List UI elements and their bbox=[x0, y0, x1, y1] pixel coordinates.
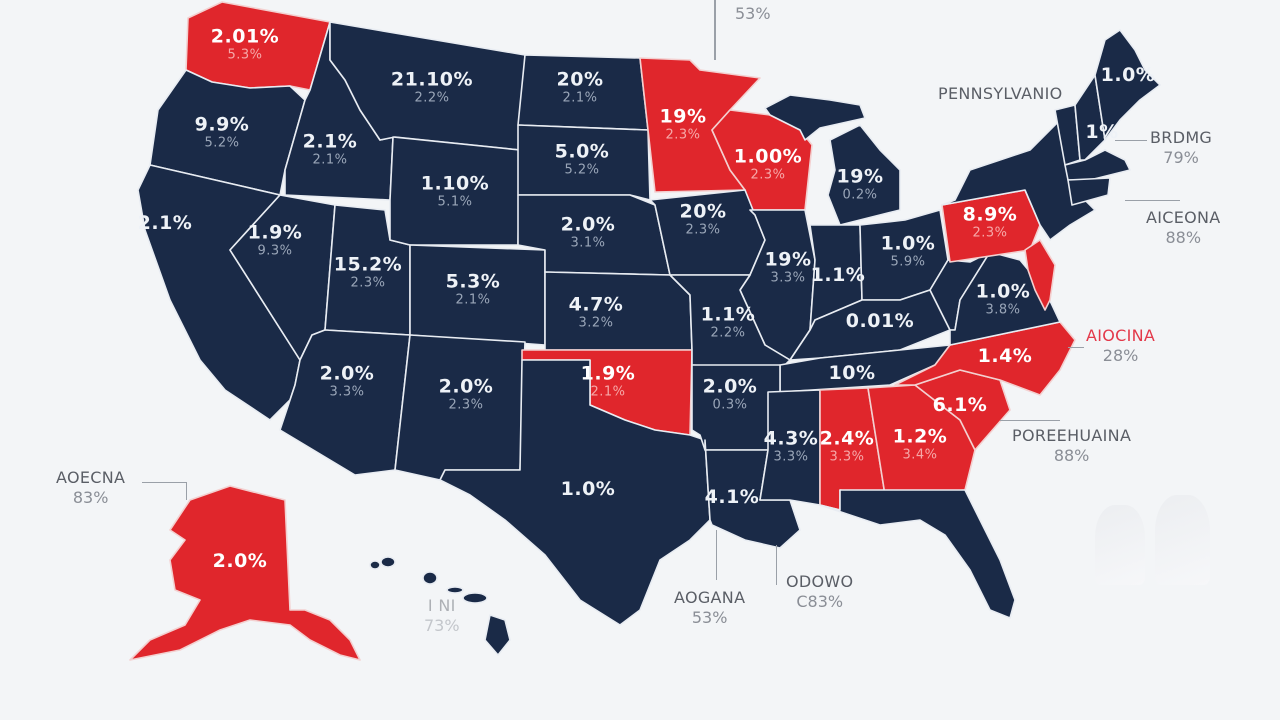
leader-line-ak bbox=[142, 482, 187, 483]
state-WA[interactable] bbox=[185, 1, 331, 91]
callout-texas-coast: AOGANA 53% bbox=[674, 588, 746, 627]
state-ND[interactable] bbox=[517, 54, 649, 131]
callout-nh: BRDMG 79% bbox=[1150, 128, 1213, 167]
state-CT-RI[interactable] bbox=[1067, 177, 1111, 206]
state-HI[interactable] bbox=[369, 556, 511, 656]
state-IA[interactable] bbox=[649, 189, 766, 276]
state-ME[interactable] bbox=[1094, 29, 1161, 141]
state-NY[interactable] bbox=[941, 109, 1096, 241]
state-MI-upper[interactable] bbox=[764, 94, 866, 141]
state-AR[interactable] bbox=[691, 364, 781, 451]
callout-alaska: AOECNA 83% bbox=[56, 468, 126, 507]
callout-top: 53% bbox=[735, 4, 771, 23]
state-CO[interactable] bbox=[409, 244, 546, 346]
decorative-ghost-shape-2 bbox=[1155, 495, 1210, 585]
leader-line-top bbox=[714, 0, 716, 60]
state-TX[interactable] bbox=[439, 359, 711, 626]
callout-hawaii: I NI 73% bbox=[424, 596, 460, 635]
state-FL[interactable] bbox=[819, 489, 1016, 619]
leader-line-la bbox=[776, 545, 777, 585]
state-WY[interactable] bbox=[389, 136, 521, 246]
callout-sc: POREEHUAINA 88% bbox=[1012, 426, 1132, 465]
callout-nc: AIOCINA 28% bbox=[1086, 326, 1156, 365]
leader-line-ak-v bbox=[186, 482, 187, 500]
decorative-ghost-shape bbox=[1095, 505, 1145, 585]
state-NJ-MD[interactable] bbox=[1024, 239, 1056, 311]
leader-line-nc bbox=[1068, 347, 1084, 348]
state-NC[interactable] bbox=[894, 321, 1076, 396]
callout-louisiana: ODOWO C83% bbox=[786, 572, 854, 611]
leader-line-ct bbox=[1125, 200, 1180, 201]
callout-pennsylvania: PENNSYLVANIO bbox=[938, 84, 1063, 103]
state-AK[interactable] bbox=[129, 485, 361, 661]
leader-line-nh bbox=[1115, 140, 1147, 141]
state-MI[interactable] bbox=[827, 124, 901, 226]
state-KS[interactable] bbox=[544, 271, 693, 351]
state-SD[interactable] bbox=[517, 124, 651, 201]
leader-line-tx bbox=[716, 530, 717, 580]
state-MS[interactable] bbox=[759, 389, 821, 506]
state-NM[interactable] bbox=[394, 334, 526, 481]
callout-ct: AICEONA 88% bbox=[1146, 208, 1221, 247]
leader-line-sc bbox=[1000, 420, 1060, 421]
